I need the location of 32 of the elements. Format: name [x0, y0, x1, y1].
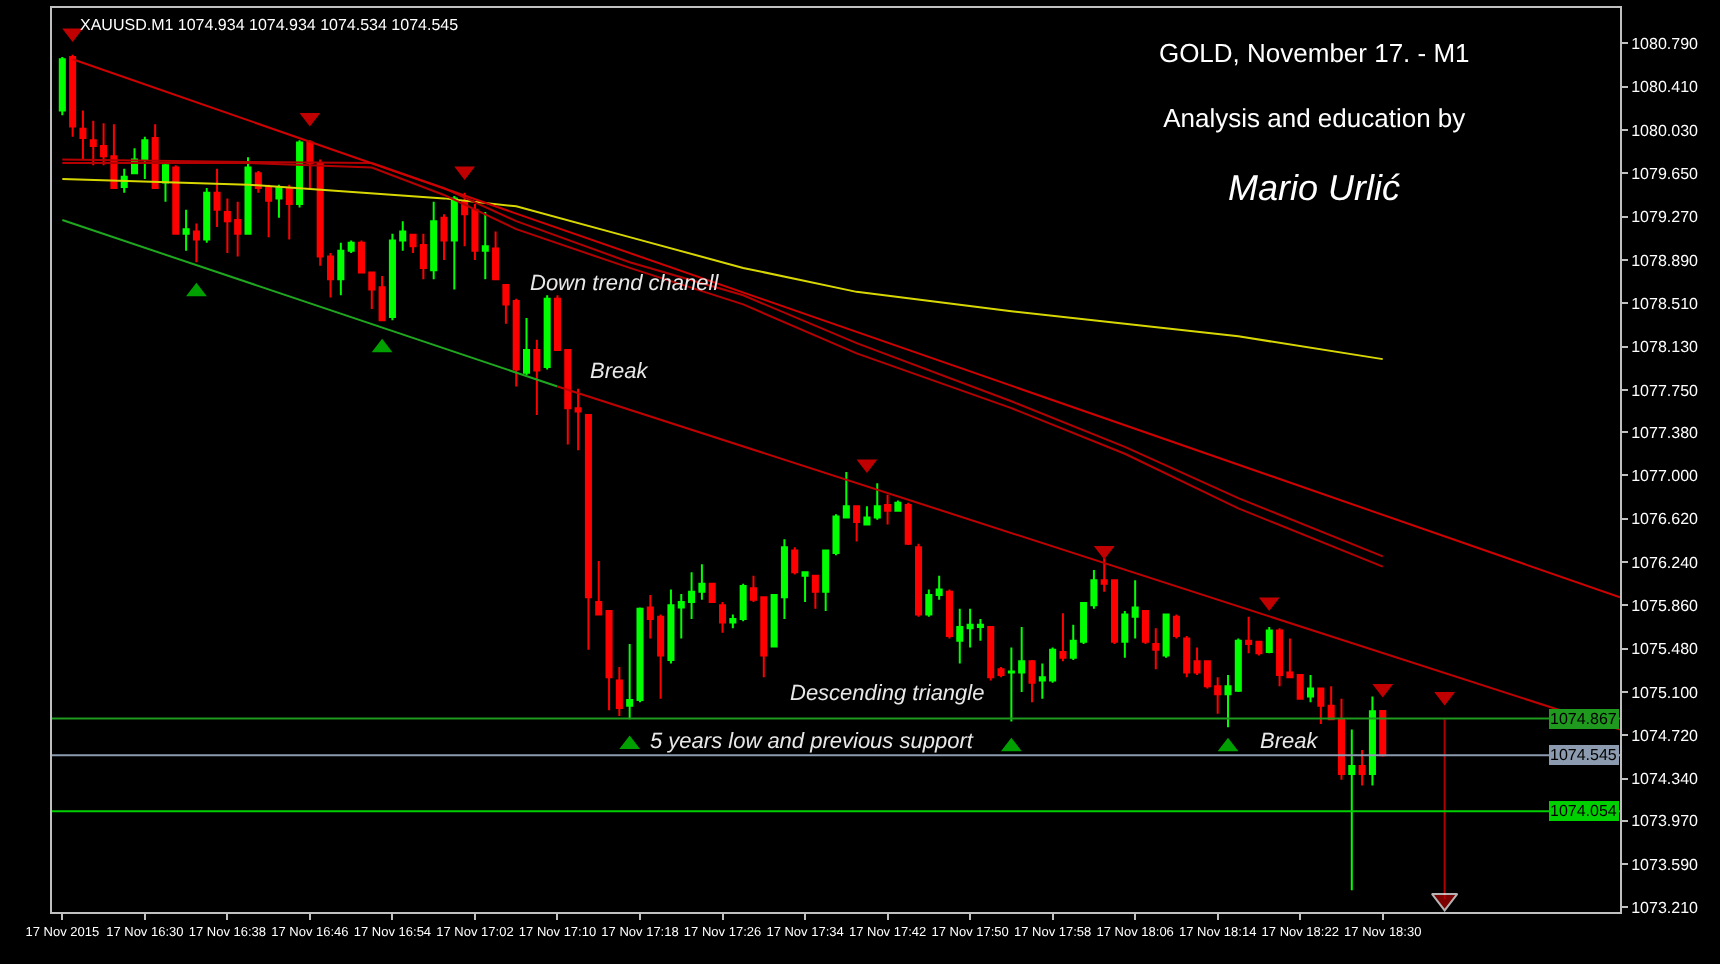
- y-tick-label: 1080.030: [1631, 121, 1700, 140]
- annotation: Descending triangle: [790, 682, 985, 706]
- annotation: Break: [590, 360, 649, 384]
- annotation: Mario Urlić: [1228, 168, 1401, 208]
- y-tick-label: 1073.590: [1631, 855, 1700, 874]
- text: Analysis and education by: [1163, 103, 1467, 134]
- y-tick-label: 1077.380: [1631, 423, 1700, 442]
- text: GOLD, November 17. - M1: [1158, 37, 1470, 68]
- y-tick-label: 1074.340: [1631, 770, 1700, 789]
- y-tick-label: 1074.720: [1631, 726, 1700, 745]
- ref-line-label: 1074.545: [1550, 746, 1618, 764]
- y-tick-label: 1075.860: [1631, 596, 1700, 615]
- y-tick-label: 1078.890: [1631, 251, 1700, 270]
- y-tick-label: 1080.790: [1631, 34, 1700, 53]
- y-tick-label: 1077.750: [1631, 381, 1700, 400]
- annotation: Break: [1260, 730, 1319, 754]
- annotation: XAUUSD.M1 1074.934 1074.934 1074.534 1074.545: [80, 16, 460, 34]
- y-tick-label: 1078.510: [1631, 294, 1700, 313]
- y-tick-label: 1075.480: [1631, 640, 1700, 659]
- y-tick-label: 1073.210: [1631, 899, 1700, 918]
- y-tick-label: 1077.000: [1631, 466, 1700, 485]
- y-tick-label: 1075.100: [1631, 683, 1700, 702]
- y-tick-label: 1078.130: [1631, 338, 1700, 357]
- y-tick-label: 1073.970: [1631, 812, 1700, 831]
- annotation: 5 years low and previous support: [650, 730, 975, 754]
- y-tick-label: 1076.240: [1631, 553, 1700, 572]
- y-tick-label: 1076.620: [1631, 510, 1700, 529]
- ref-line-label: 1074.867: [1550, 710, 1618, 728]
- y-tick-label: 1079.270: [1631, 208, 1700, 227]
- y-tick-label: 1079.650: [1631, 164, 1700, 183]
- y-tick-label: 1080.410: [1631, 78, 1700, 97]
- ref-line-label: 1074.054: [1550, 802, 1618, 820]
